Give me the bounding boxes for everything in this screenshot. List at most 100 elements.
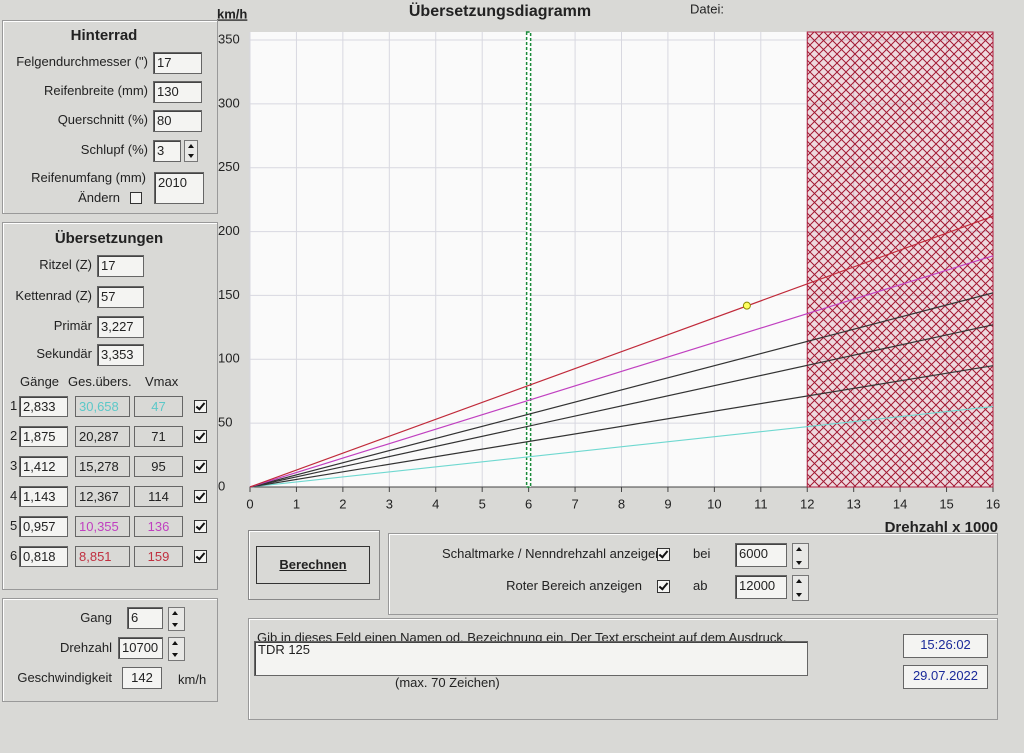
column-header: Gänge bbox=[20, 374, 60, 389]
field-label: Sekundär bbox=[36, 346, 92, 361]
checkbox[interactable] bbox=[194, 520, 207, 533]
text-input[interactable]: 80 bbox=[153, 110, 202, 132]
red-zone bbox=[806, 31, 994, 488]
rear-wheel-title: Hinterrad bbox=[70, 27, 138, 44]
note-panel bbox=[248, 618, 998, 720]
text-input[interactable]: 6000 bbox=[735, 543, 787, 567]
x-tick-label: 4 bbox=[432, 496, 439, 511]
gear-line bbox=[249, 324, 994, 488]
checkbox[interactable] bbox=[194, 430, 207, 443]
text-input[interactable]: 1,143 bbox=[19, 486, 68, 507]
text-input[interactable]: 3 bbox=[153, 140, 181, 162]
note-limit: (max. 70 Zeichen) bbox=[395, 675, 500, 690]
calculate-button-label[interactable]: Berechnen bbox=[256, 546, 370, 584]
y-tick-label: 150 bbox=[218, 287, 240, 302]
readonly-field: 2010 bbox=[154, 172, 204, 204]
checkbox[interactable] bbox=[194, 550, 207, 563]
field-label: Primär bbox=[53, 318, 92, 333]
gear-line bbox=[249, 255, 994, 488]
text-input[interactable]: 10700 bbox=[118, 637, 163, 659]
gear-number: 5 bbox=[10, 518, 18, 533]
field-label: Querschnitt (%) bbox=[57, 112, 148, 127]
field-label: Geschwindigkeit bbox=[17, 670, 112, 685]
readonly-field: 142 bbox=[122, 667, 162, 689]
checkbox[interactable] bbox=[657, 548, 670, 561]
x-tick-label: 11 bbox=[754, 496, 768, 511]
operating-point bbox=[742, 301, 751, 310]
column-header: Ges.übers. bbox=[68, 374, 132, 389]
option-label: Schaltmarke / Nenndrehzahl anzeigen bbox=[442, 546, 663, 561]
text-input[interactable]: 2,833 bbox=[19, 396, 68, 417]
rear-wheel-panel bbox=[2, 20, 218, 214]
x-tick-label: 5 bbox=[479, 496, 486, 511]
vmax: 159 bbox=[134, 546, 183, 567]
vmax: 136 bbox=[134, 516, 183, 537]
text-input[interactable]: 57 bbox=[97, 286, 144, 308]
y-tick-label: 250 bbox=[218, 159, 240, 174]
gear-line bbox=[249, 215, 994, 488]
total-ratio: 30,658 bbox=[75, 396, 130, 417]
spinner[interactable] bbox=[168, 607, 185, 631]
x-tick-label: 8 bbox=[618, 496, 625, 511]
field-label: Schlupf (%) bbox=[80, 142, 148, 157]
checkbox[interactable] bbox=[194, 490, 207, 503]
spinner[interactable] bbox=[792, 543, 809, 569]
gear-line bbox=[249, 365, 994, 488]
field-label: Reifenbreite (mm) bbox=[43, 83, 148, 98]
text-input[interactable]: 130 bbox=[153, 81, 202, 103]
text-input[interactable]: 17 bbox=[153, 52, 202, 74]
column-header: Vmax bbox=[145, 374, 179, 389]
text-input[interactable]: 0,957 bbox=[19, 516, 68, 537]
field-label: Gang bbox=[80, 610, 112, 625]
spinner[interactable] bbox=[168, 637, 185, 661]
text-input[interactable]: 17 bbox=[97, 255, 144, 277]
x-axis-label: Drehzahl x 1000 bbox=[885, 519, 998, 536]
gear-number: 3 bbox=[10, 458, 18, 473]
field-label: Reifenumfang (mm) bbox=[31, 170, 146, 185]
option-prep: bei bbox=[693, 546, 711, 561]
field-label: Ritzel (Z) bbox=[39, 257, 92, 272]
x-tick-label: 3 bbox=[386, 496, 393, 511]
x-tick-label: 10 bbox=[707, 496, 721, 511]
readonly-field: 3,353 bbox=[97, 344, 144, 366]
y-tick-label: 200 bbox=[218, 223, 240, 238]
total-ratio: 20,287 bbox=[75, 426, 130, 447]
unit: km/h bbox=[178, 672, 207, 687]
gear-number: 2 bbox=[10, 428, 18, 443]
options-panel bbox=[388, 533, 998, 615]
total-ratio: 8,851 bbox=[75, 546, 130, 567]
option-prep: ab bbox=[693, 578, 708, 593]
gear-line bbox=[249, 292, 994, 488]
text-input[interactable]: TDR 125 bbox=[254, 641, 808, 676]
gear-line bbox=[249, 405, 994, 488]
time: 15:26:02 bbox=[903, 634, 988, 658]
spinner[interactable] bbox=[184, 140, 198, 162]
checkbox[interactable] bbox=[194, 400, 207, 413]
total-ratio: 15,278 bbox=[75, 456, 130, 477]
y-tick-label: 100 bbox=[218, 351, 240, 366]
y-tick-label: 300 bbox=[218, 95, 240, 110]
vmax: 114 bbox=[134, 486, 183, 507]
shift-marker bbox=[525, 31, 532, 488]
text-input[interactable]: 1,875 bbox=[19, 426, 68, 447]
spinner[interactable] bbox=[792, 575, 809, 601]
text-input[interactable]: 1,412 bbox=[19, 456, 68, 477]
text-input[interactable]: 12000 bbox=[735, 575, 787, 599]
date: 29.07.2022 bbox=[903, 665, 988, 689]
checkbox[interactable] bbox=[194, 460, 207, 473]
x-tick-label: 0 bbox=[246, 496, 253, 511]
vmax: 47 bbox=[134, 396, 183, 417]
field-label: Drehzahl bbox=[59, 640, 112, 655]
text-input[interactable]: 6 bbox=[127, 607, 163, 629]
checkbox[interactable] bbox=[130, 192, 142, 204]
calculate-button bbox=[248, 530, 380, 600]
text-input[interactable]: 0,818 bbox=[19, 546, 68, 567]
x-tick-label: 6 bbox=[525, 496, 532, 511]
x-tick-label: 2 bbox=[339, 496, 346, 511]
x-tick-label: 13 bbox=[846, 496, 860, 511]
x-tick-label: 14 bbox=[893, 496, 907, 511]
text-input[interactable]: 3,227 bbox=[97, 316, 144, 338]
checkbox[interactable] bbox=[657, 580, 670, 593]
